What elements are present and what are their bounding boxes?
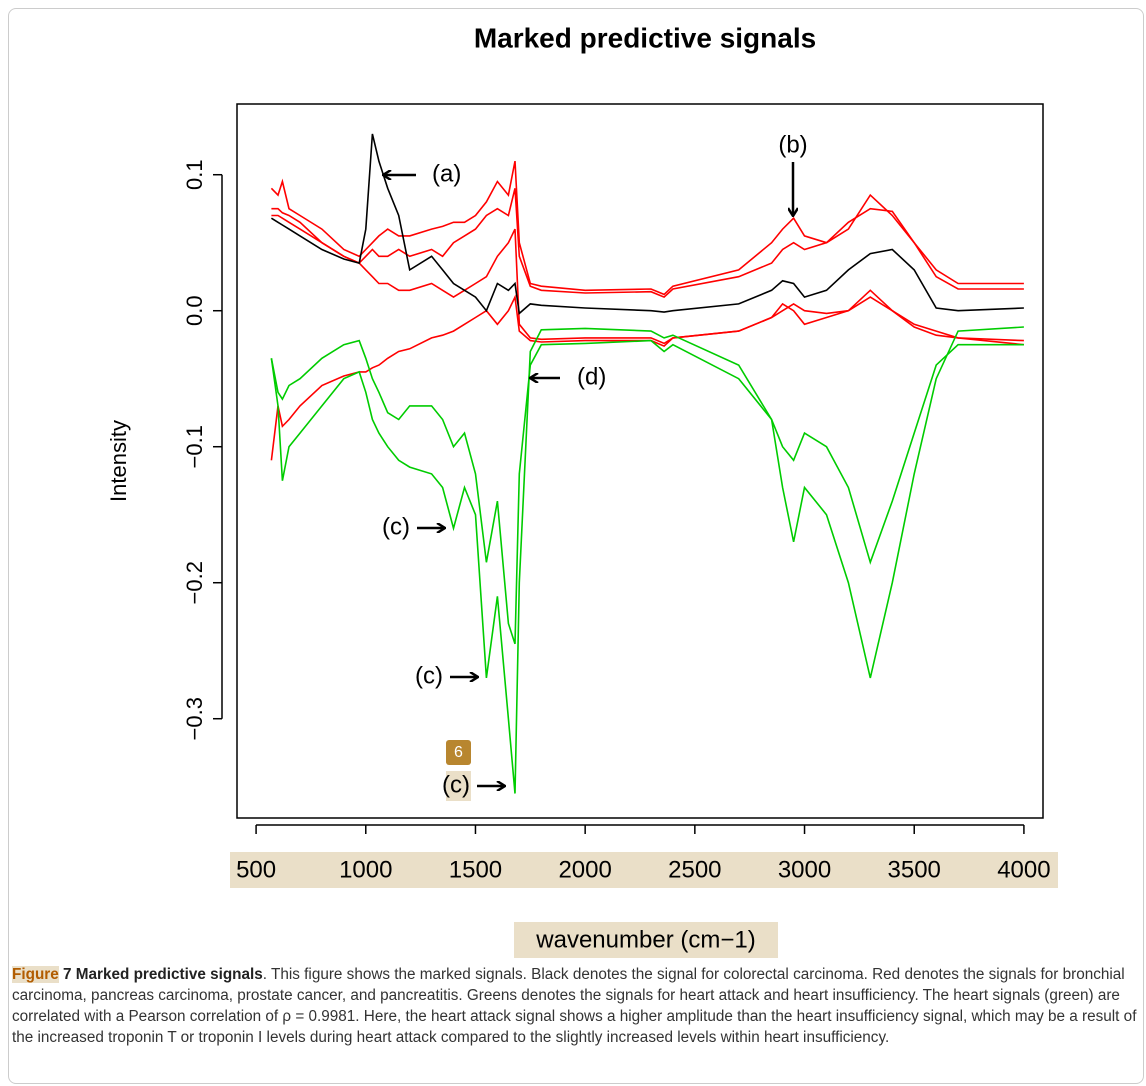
x-tick-label: 2500	[668, 856, 721, 883]
series-line	[270, 339, 1024, 645]
figure-card	[8, 8, 1144, 1084]
y-tick-label: −0.3	[182, 697, 207, 740]
annotation: (c)	[382, 513, 410, 540]
x-tick-label: 1500	[449, 856, 502, 883]
caption: Figure 7 Marked predictive signals. This…	[12, 964, 1140, 1048]
series-line	[270, 160, 1024, 296]
badge	[446, 740, 471, 765]
y-tick-label: −0.2	[182, 561, 207, 604]
x-tick-label: 4000	[997, 856, 1050, 883]
badge-text: 6	[454, 744, 463, 761]
x-tick-label: 3500	[888, 856, 941, 883]
series-line	[270, 326, 1024, 794]
series-line	[270, 294, 1024, 461]
series-line	[271, 188, 1024, 299]
chart: Marked predictive signals Intensity wave…	[106, 22, 1058, 958]
x-tick-label: 3000	[778, 856, 831, 883]
x-tick-label: 2000	[558, 856, 611, 883]
caption-text: . This figure shows the marked signals. …	[12, 966, 1137, 1046]
annotation: (c)	[415, 662, 443, 689]
series-line	[271, 214, 1024, 345]
highlight	[446, 771, 471, 801]
highlight	[514, 922, 778, 958]
caption-label: Figure	[12, 966, 59, 983]
y-axis-label: Intensity	[106, 420, 131, 502]
caption-title: 7 Marked predictive signals	[58, 966, 263, 983]
series-line	[270, 133, 1024, 315]
y-tick-label: 0.1	[182, 159, 207, 190]
x-tick-label: 1000	[339, 856, 392, 883]
chart-title: Marked predictive signals	[474, 22, 816, 53]
y-tick-label: −0.1	[182, 425, 207, 468]
annotation: (c)	[442, 771, 470, 798]
plot-box	[236, 103, 1044, 819]
y-tick-label: 0.0	[182, 295, 207, 326]
annotation: (a)	[432, 160, 461, 187]
highlight	[230, 852, 1058, 888]
annotation: (b)	[778, 131, 807, 158]
x-axis-label: wavenumber (cm−1)	[535, 926, 755, 953]
annotation: (d)	[577, 363, 606, 390]
x-tick-label: 500	[236, 856, 276, 883]
